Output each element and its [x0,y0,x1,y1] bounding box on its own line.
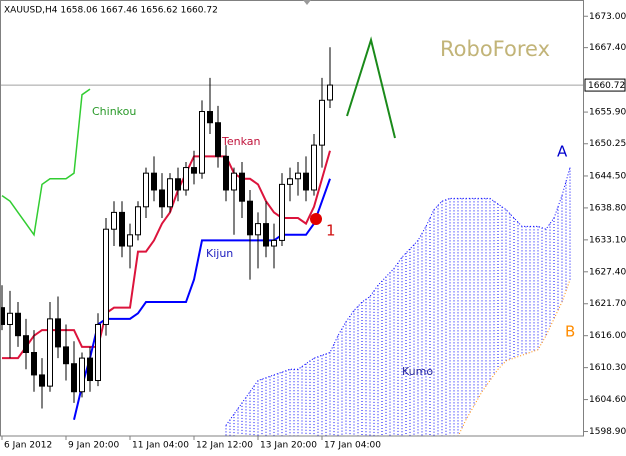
candle-body [167,178,173,208]
candle-body [327,84,333,101]
chart-title: XAUUSD,H4 1658.06 1667.46 1656.62 1660.7… [4,6,218,16]
signal-dot [310,213,322,225]
x-tick-label: 9 Jan 20:00 [68,441,120,451]
candle-body [231,172,237,191]
line-a [225,167,571,426]
y-tick-label: 1667.40 [589,43,626,53]
line-chinkou [1,88,91,237]
x-tick-label: 6 Jan 2012 [4,441,52,451]
y-tick-label: 1621.70 [589,299,626,309]
last-price-label: 1660.72 [588,81,625,91]
y-tick-label: 1627.40 [589,267,626,277]
y-tick-label: 1673.00 [589,12,626,22]
x-tick-label: 17 Jan 04:00 [324,441,381,451]
candle-body [47,318,53,387]
y-tick-label: 1650.25 [589,139,626,149]
series-label: Chinkou [92,105,136,118]
y-tick-label: 1638.80 [589,203,626,213]
y-tick-label: 1655.90 [589,108,626,118]
y-tick-label: 1604.60 [589,395,626,405]
candle-body [247,200,253,236]
candle-body [79,357,85,393]
candle-body [31,351,37,376]
y-tick-label: 1616.00 [589,331,626,341]
candle-body [271,239,277,247]
candle-body [319,99,325,146]
y-tick-label: 1598.90 [589,427,626,437]
x-tick-label: 11 Jan 04:00 [132,441,189,451]
candle-body [119,211,125,247]
series-label: Tenkan [221,135,261,148]
candle-body [23,335,29,353]
candle-body [0,307,5,325]
series-label: A [557,143,568,161]
series-label: Kijun [206,247,233,260]
candle-body [7,312,13,325]
candle-body [127,234,133,247]
candle-body [39,374,45,387]
line-kijun [73,178,331,420]
signal-label: 1 [326,222,336,240]
candle-body [303,172,309,191]
candle-body [15,312,21,337]
series-label: B [565,323,575,341]
candle-body [311,144,317,191]
plot-area [0,47,584,436]
candle-body [71,363,77,393]
candle-body [263,223,269,247]
x-tick-label: 12 Jan 12:00 [196,441,253,451]
candle-body [135,206,141,236]
candle-body [223,155,229,191]
candle-body [87,357,93,382]
candle-body [287,178,293,185]
cloud-label: Kumo [402,365,433,378]
candle-body [63,346,69,365]
last-price-box [584,78,626,92]
candle-body [183,167,189,191]
candle-body [103,228,109,325]
candle-body [159,189,165,208]
candle-body [207,111,213,124]
forecast-arrow [346,36,396,139]
candle-body [191,167,197,174]
y-tick-label: 1610.30 [589,363,626,373]
candle-body [295,172,301,180]
candle-body [279,183,285,241]
candle-body [239,172,245,202]
x-tick-label: 13 Jan 20:00 [260,441,317,451]
chart-shift-marker [303,0,311,5]
candle-body [215,122,221,157]
plot-border [0,0,584,437]
candle-body [55,318,61,348]
y-tick-label: 1644.50 [589,171,626,181]
candle-body [143,172,149,208]
candle-body [95,323,101,382]
candle-body [151,172,157,191]
candle-body [199,111,205,174]
candle-body [175,178,181,191]
candle-body [111,211,117,230]
y-tick-label: 1633.10 [589,235,626,245]
candle-body [255,223,261,236]
watermark: RoboForex [440,37,550,61]
